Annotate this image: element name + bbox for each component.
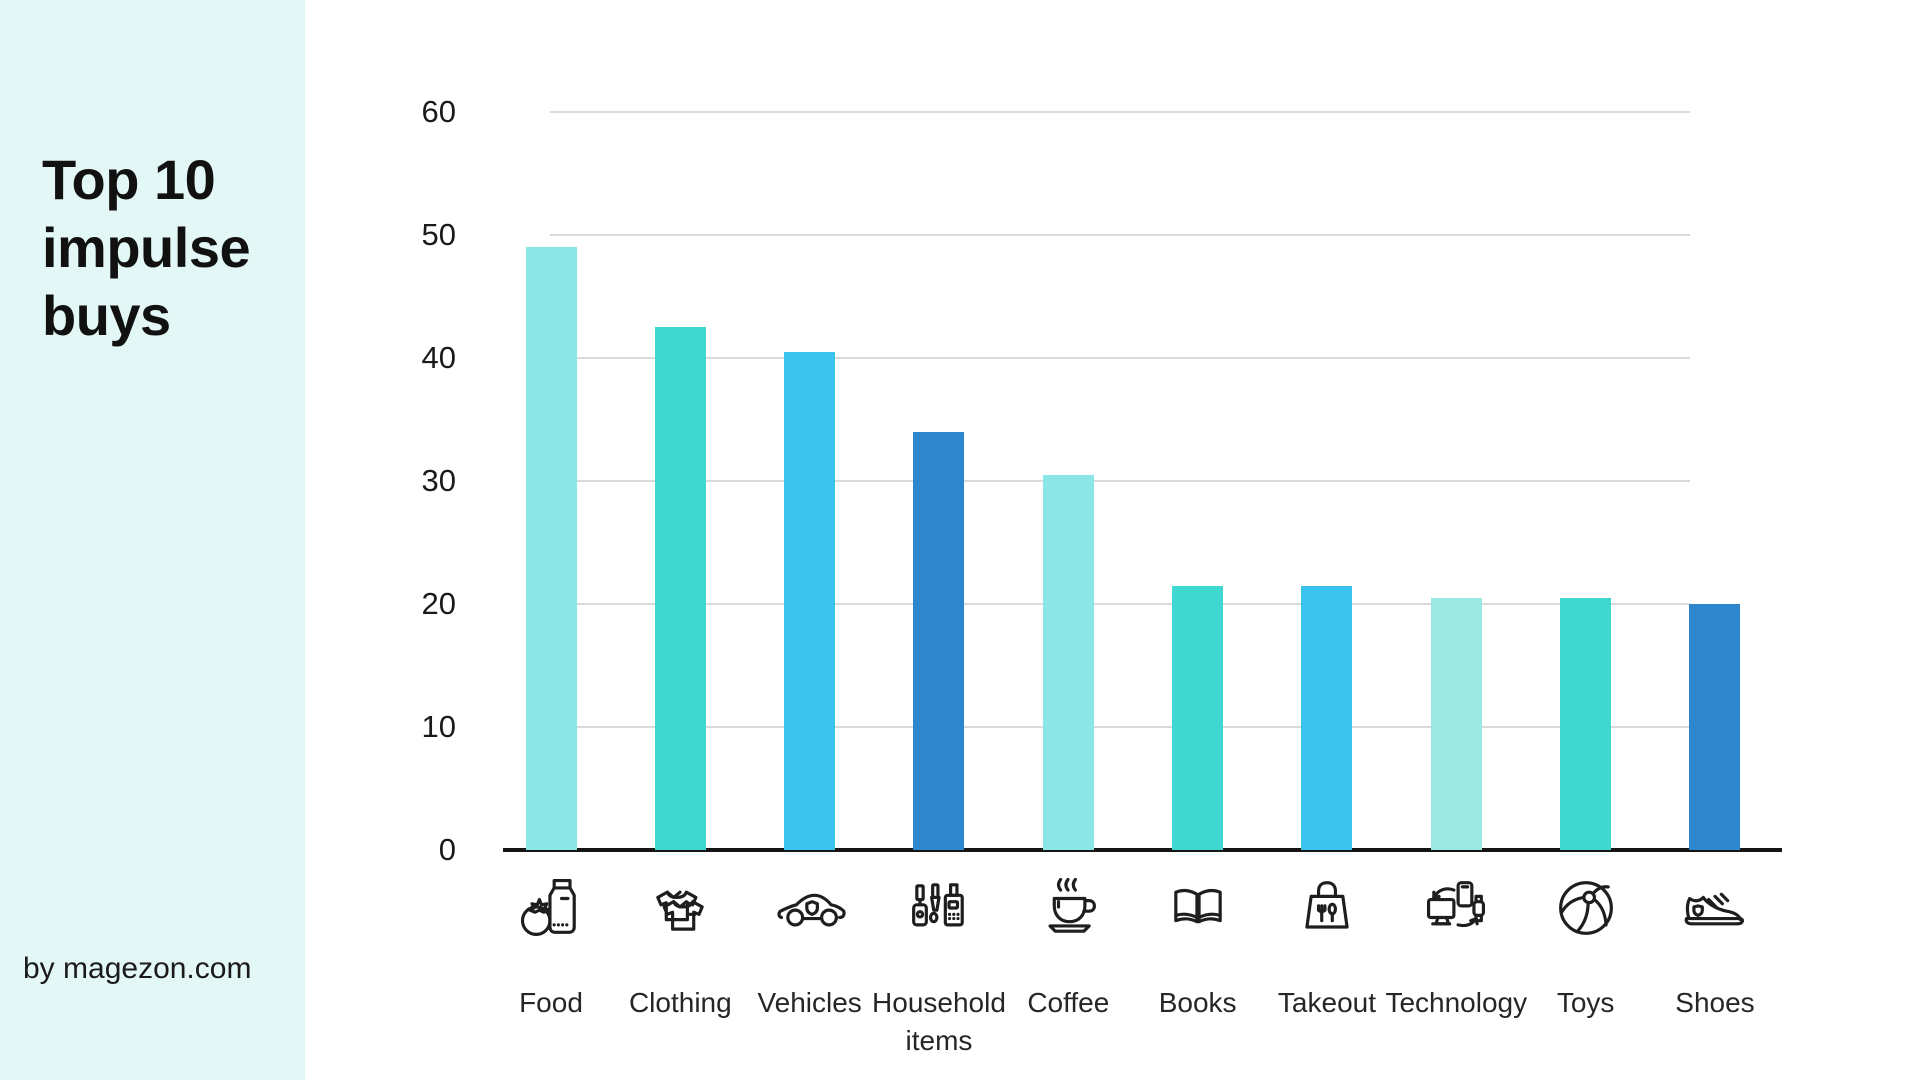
category-label-food: Food — [519, 987, 583, 1018]
gridline-10 — [550, 726, 1690, 728]
category-label-technology: Technology — [1385, 987, 1528, 1018]
category-label-vehicles: Vehicles — [757, 987, 862, 1018]
gridline-60 — [550, 111, 1690, 113]
bar-shoes — [1689, 604, 1741, 850]
bar-books — [1172, 585, 1224, 850]
household-items-icon — [901, 870, 977, 946]
y-tick-label-30: 30 — [421, 463, 456, 498]
category-label-shoes: Shoes — [1675, 987, 1755, 1018]
y-tick-label-10: 10 — [421, 709, 456, 744]
bar-clothing — [654, 327, 706, 850]
bar-household-items — [913, 431, 965, 850]
byline: by magezon.com — [23, 952, 252, 985]
category-label-clothing: Clothing — [628, 987, 732, 1018]
food-icon — [513, 870, 589, 946]
page-title: Top 10 impulse buys — [42, 147, 251, 348]
bar-coffee — [1042, 474, 1094, 850]
category-label-toys: Toys — [1556, 987, 1615, 1018]
bar-technology — [1430, 597, 1482, 850]
category-label-coffee: Coffee — [1027, 987, 1110, 1018]
y-tick-label-0: 0 — [438, 832, 456, 867]
y-tick-label-60: 60 — [421, 94, 456, 129]
gridline-20 — [550, 603, 1690, 605]
x-axis-line — [503, 848, 1782, 852]
sidebar: Top 10 impulse buys by magezon.com — [0, 0, 305, 1080]
gridline-30 — [550, 480, 1690, 482]
bar-toys — [1560, 597, 1612, 850]
y-tick-label-50: 50 — [421, 217, 456, 252]
vehicles-icon — [772, 870, 848, 946]
bar-vehicles — [784, 351, 836, 850]
y-tick-label-40: 40 — [421, 340, 456, 375]
takeout-icon — [1289, 870, 1365, 946]
technology-icon — [1418, 870, 1494, 946]
coffee-icon — [1030, 870, 1106, 946]
gridline-40 — [550, 357, 1690, 359]
category-label-takeout: Takeout — [1277, 987, 1376, 1018]
gridline-50 — [550, 234, 1690, 236]
bar-takeout — [1301, 585, 1353, 850]
shoes-icon — [1677, 870, 1753, 946]
category-label-books: Books — [1158, 987, 1237, 1018]
y-tick-label-20: 20 — [421, 586, 456, 621]
bar-food — [525, 247, 577, 850]
clothing-icon — [642, 870, 718, 946]
category-label-household-items: Household items — [872, 987, 1006, 1056]
books-icon — [1160, 870, 1236, 946]
toys-icon — [1548, 870, 1624, 946]
